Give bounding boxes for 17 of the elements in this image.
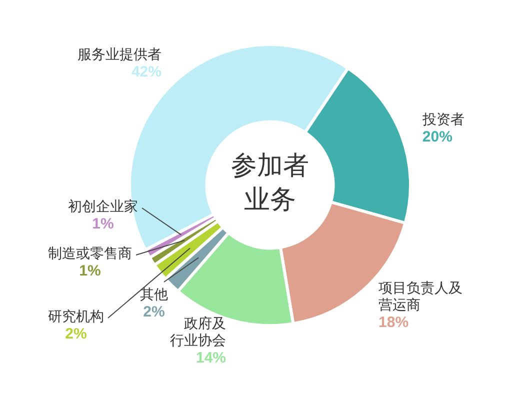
text: 参加者业务 (230, 150, 310, 217)
data-label: 18% (378, 314, 409, 332)
data-label: 2% (65, 326, 87, 343)
slice-label: 其他 (140, 287, 168, 304)
data-label: 42% (131, 64, 162, 81)
slice-label: 服务业提供者 (77, 47, 162, 64)
data-label: 1% (92, 216, 114, 233)
data-label: 20% (422, 128, 452, 146)
data-label: 2% (143, 304, 165, 321)
slice-label: 投资者 (421, 112, 464, 128)
data-label: 1% (79, 262, 101, 280)
slice-label: 研究机构 (48, 309, 104, 326)
data-label: 14% (196, 350, 226, 367)
slice-label: 制造或零售商 (48, 246, 132, 262)
slice-label: 项目负责人及营运商 (378, 280, 463, 314)
slice-label: 政府及行业协会 (170, 316, 226, 350)
slice-label: 初创企业家 (68, 199, 138, 216)
